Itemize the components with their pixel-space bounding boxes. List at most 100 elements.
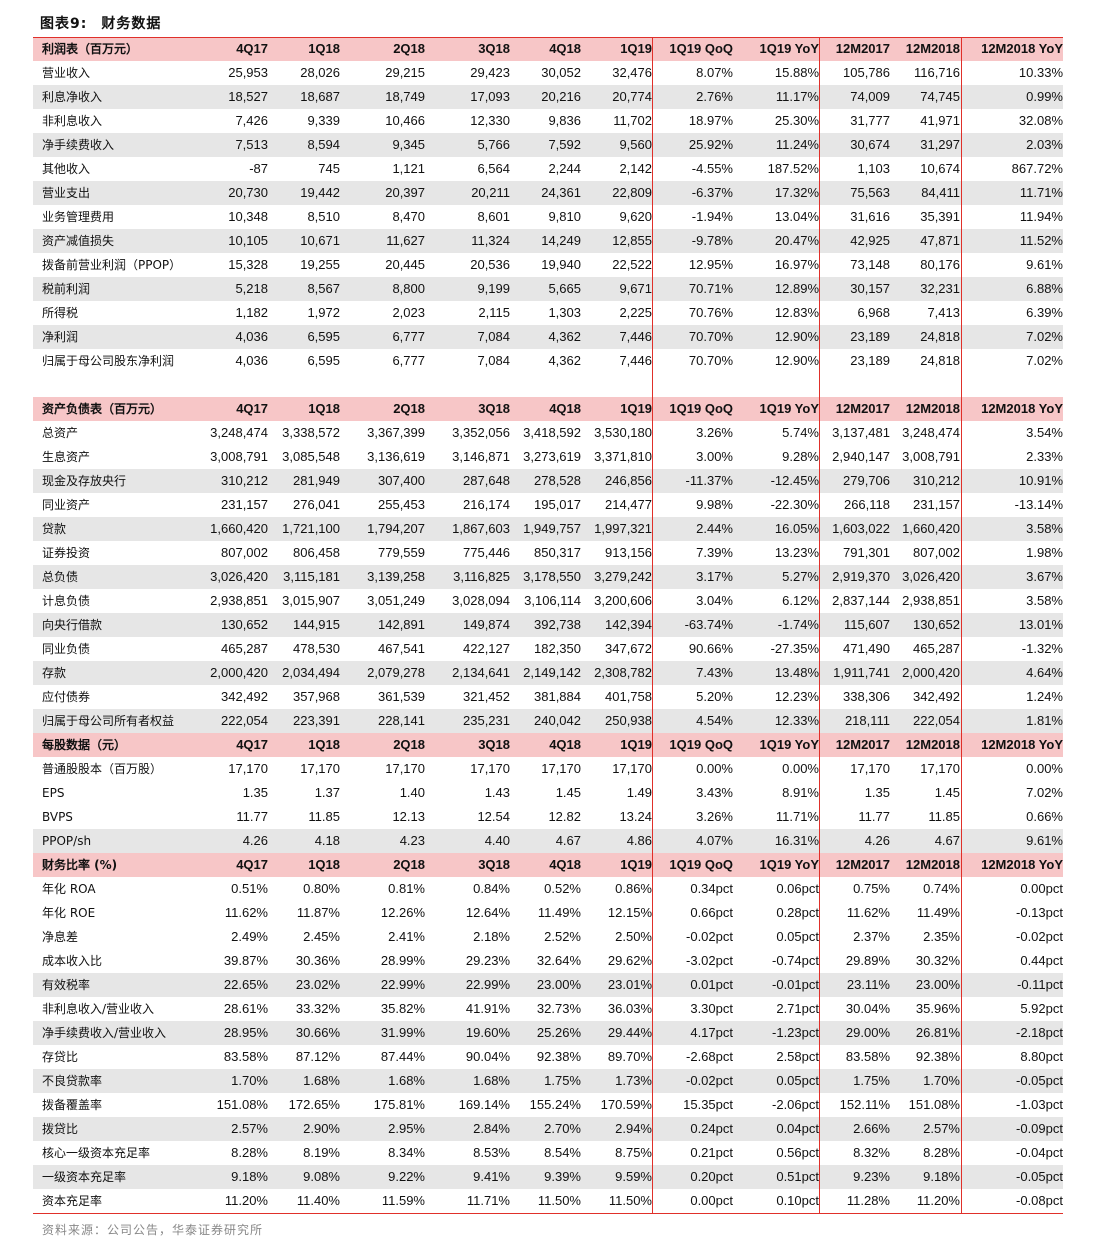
table-cell: 807,002 <box>913 545 960 560</box>
table-cell: 17,170 <box>385 761 425 776</box>
top-rule <box>33 37 1063 38</box>
table-cell: 12.64% <box>465 905 510 920</box>
table-cell: 32.73% <box>536 1001 581 1016</box>
row-label: 存贷比 <box>42 1050 79 1064</box>
table-cell: 6,595 <box>268 325 340 349</box>
table-cell: 84,411 <box>890 181 960 205</box>
table-cell: 11,627 <box>340 229 425 253</box>
table-cell: 2,837,144 <box>832 593 890 608</box>
table-cell: 0.86% <box>615 881 652 896</box>
table-cell: 73,148 <box>850 257 890 272</box>
table-cell: 216,174 <box>463 497 510 512</box>
table-cell: 11.62% <box>224 905 268 920</box>
table-cell: 9,199 <box>425 277 510 301</box>
column-header: 1Q19 <box>581 733 652 757</box>
table-row: 所得税 1,182 1,972 2,023 2,115 1,303 2,225 70.76% 1… <box>33 301 1063 325</box>
table-cell: 3,106,114 <box>524 593 581 608</box>
table-cell: 9.18% <box>890 1165 960 1189</box>
table-cell: 90.04% <box>465 1049 510 1064</box>
table-row: 资产减值损失 10,105 10,671 11,627 11,324 14,249 12,8… <box>33 229 1063 253</box>
table-cell: 74,009 <box>819 85 890 109</box>
table-cell: 357,968 <box>293 689 340 704</box>
table-cell: 11,702 <box>613 113 652 128</box>
table-cell: 115,607 <box>819 613 890 637</box>
table-cell: 6.12% <box>782 593 819 608</box>
row-label: 计息负债 <box>42 594 91 608</box>
table-cell: 169.14% <box>458 1097 510 1112</box>
table-cell: 23,189 <box>819 325 890 349</box>
table-cell: 2.03% <box>960 133 1063 157</box>
table-cell: 3,015,907 <box>282 593 340 608</box>
table-cell: 10,348 <box>228 209 268 224</box>
table-cell: 14,249 <box>510 229 581 253</box>
table-cell: 32.64% <box>536 953 581 968</box>
table-cell: 155.24% <box>529 1097 581 1112</box>
spacer-cell <box>33 373 1063 397</box>
table-cell: 29.44% <box>581 1021 652 1045</box>
table-row: 一级资本充足率 9.18% 9.08% 9.22% 9.41% 9.39% 9.59% 0.2… <box>33 1165 1063 1189</box>
row-label: 非利息收入 <box>42 114 103 128</box>
table-cell: 1,303 <box>548 305 581 320</box>
row-label: 归属于母公司所有者权益 <box>33 709 200 733</box>
table-cell: 130,652 <box>890 613 960 637</box>
table-cell: 17,170 <box>470 761 510 776</box>
table-cell: 1.73% <box>581 1069 652 1093</box>
table-cell: 25.30% <box>774 113 819 128</box>
table-cell: 22.65% <box>200 973 268 997</box>
table-cell: 30.04% <box>845 1001 890 1016</box>
table-cell: 6,968 <box>857 305 890 320</box>
column-header: 4Q17 <box>200 397 268 421</box>
table-cell: 9.41% <box>425 1165 510 1189</box>
column-header: 12M2017 <box>819 37 890 61</box>
table-cell: 806,458 <box>293 545 340 560</box>
column-header: 4Q18 <box>510 853 581 877</box>
table-cell: 223,391 <box>268 709 340 733</box>
table-cell: 5.92pct <box>1020 1001 1063 1016</box>
table-cell: 11.50% <box>537 1193 581 1208</box>
table-cell: -1.23pct <box>733 1021 819 1045</box>
table-cell: 18,687 <box>268 85 340 109</box>
table-cell: 10.33% <box>1018 65 1063 80</box>
table-cell: 17,170 <box>228 761 268 776</box>
section-header-row: 资产负债表（百万元） 4Q17 1Q18 2Q18 3Q18 4Q18 1Q19 1Q19 Q… <box>33 397 1063 421</box>
table-cell: 2,000,420 <box>200 661 268 685</box>
table-cell: 1.75% <box>819 1069 890 1093</box>
row-label: BVPS <box>42 810 73 824</box>
table-cell: 172.65% <box>288 1097 340 1112</box>
table-cell: 10,466 <box>385 113 425 128</box>
table-cell: 70.71% <box>652 277 733 301</box>
table-cell: 16.97% <box>774 257 819 272</box>
table-cell: 6,564 <box>477 161 510 176</box>
table-row: 非利息收入 7,426 9,339 10,466 12,330 9,836 11,702 18… <box>33 109 1063 133</box>
row-label: PPOP/sh <box>33 829 200 853</box>
table-cell: 11,324 <box>425 229 510 253</box>
table-cell: 3.00% <box>696 449 733 464</box>
table-row: 年化 ROE 11.62% 11.87% 12.26% 12.64% 11.49% 12.1… <box>33 901 1063 925</box>
row-label: 营业收入 <box>42 66 91 80</box>
table-row: 贷款 1,660,420 1,721,100 1,794,207 1,867,603 1,… <box>33 517 1063 541</box>
table-cell: 850,317 <box>534 545 581 560</box>
table-cell: 9,345 <box>340 133 425 157</box>
table-cell: 18,749 <box>340 85 425 109</box>
table-cell: 3.04% <box>696 593 733 608</box>
table-cell: 471,490 <box>843 641 890 656</box>
table-cell: 0.21pct <box>690 1145 733 1160</box>
table-cell: 9.98% <box>696 497 733 512</box>
table-cell: -2.68pct <box>686 1049 733 1064</box>
table-cell: 276,041 <box>293 497 340 512</box>
table-cell: 90.66% <box>688 641 733 656</box>
table-cell: 9.61% <box>1026 257 1063 272</box>
table-cell: 2.52% <box>544 929 581 944</box>
table-cell: 35.96% <box>915 1001 960 1016</box>
table-cell: 2.90% <box>268 1117 340 1141</box>
table-cell: -0.09pct <box>960 1117 1063 1141</box>
table-cell: 11.71% <box>775 809 819 824</box>
table-cell: 11.85 <box>308 809 340 824</box>
table-cell: 3,352,056 <box>452 425 510 440</box>
column-header: 1Q19 QoQ <box>652 853 733 877</box>
table-cell: 32,476 <box>612 65 652 80</box>
table-cell: 116,716 <box>913 65 960 80</box>
table-cell: 2,023 <box>392 305 425 320</box>
table-cell: 2,000,420 <box>890 661 960 685</box>
table-cell: 465,287 <box>221 641 268 656</box>
